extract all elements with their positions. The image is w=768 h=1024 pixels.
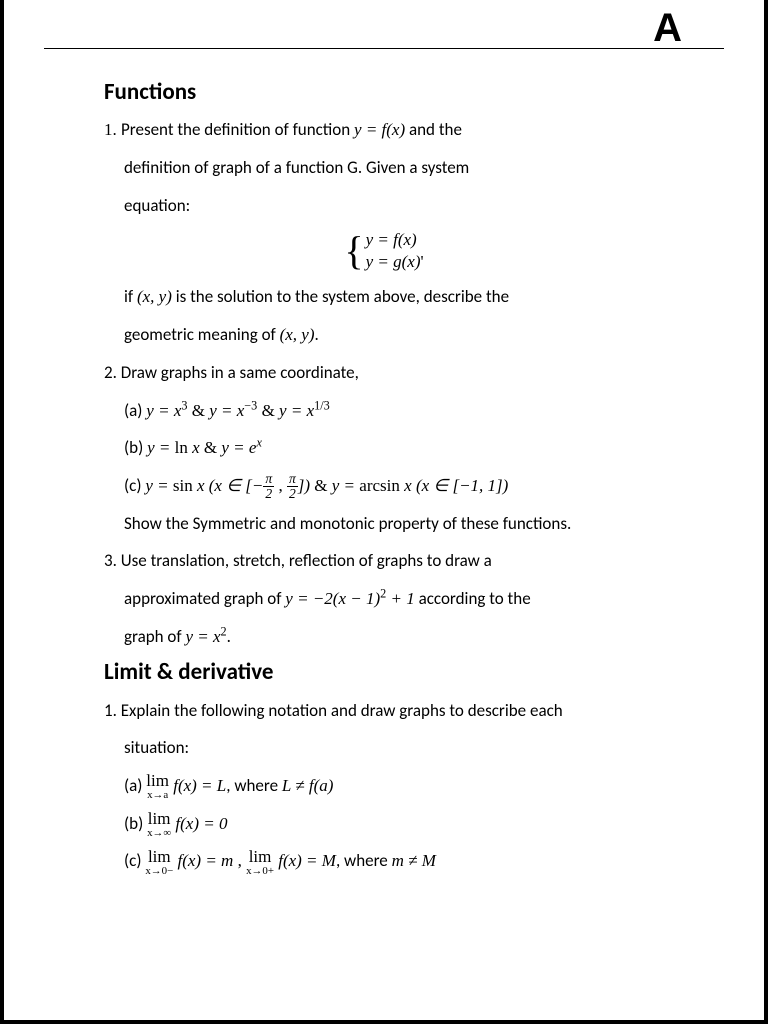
content: Functions 1. Present the definition of f… xyxy=(44,0,724,879)
q3-l2-math: y = −2(x − 1)2 + 1 xyxy=(285,589,414,608)
q2-b: (b) y = ln x & y = ex xyxy=(104,430,664,466)
q2b-m1: y = ln x xyxy=(147,438,200,457)
sys-eq1: y = f(x) xyxy=(366,229,424,251)
limit-q1-intro: 1. Explain the following notation and dr… xyxy=(104,693,664,729)
l1c-comma: , xyxy=(233,851,246,870)
top-rule xyxy=(44,48,724,49)
q2b-pre: (b) xyxy=(124,437,147,458)
q1-line3: equation: xyxy=(104,188,664,224)
q1-text-a: Present the definition of function xyxy=(121,119,354,140)
l1a-cond: L ≠ f(a) xyxy=(282,776,334,795)
q3-l3-math: y = x2 xyxy=(185,627,226,646)
functions-q2: 2. Draw graphs in a same coordinate, xyxy=(104,355,664,391)
l1c-after2: f(x) = M xyxy=(274,851,336,870)
q1-line5: geometric meaning of (x, y). xyxy=(104,317,664,353)
q2a-m3: y = x1/3 xyxy=(279,401,330,420)
l1c-tail: , where xyxy=(336,850,392,871)
l1b-pre: (b) xyxy=(124,813,147,834)
q1-text-b: and the xyxy=(405,119,462,140)
q1-l4-a: if xyxy=(124,286,137,307)
q2a-m2: y = x−3 xyxy=(209,401,257,420)
l1a-tail: , where xyxy=(226,775,282,796)
q1-line2: definition of graph of a function G. Giv… xyxy=(104,150,664,186)
l1a-pre: (a) xyxy=(124,775,146,796)
functions-q3-l3: graph of y = x2. xyxy=(104,619,664,655)
corner-label: A xyxy=(653,6,682,51)
q2c-m1: y = sin x xyxy=(145,476,204,495)
lim-c1: limx→0− xyxy=(145,848,173,877)
page: A Functions 1. Present the definition of… xyxy=(0,0,768,1024)
functions-q3-l1: 3. Use translation, stretch, reflection … xyxy=(104,543,664,579)
q1-math-1: y = f(x) xyxy=(354,120,405,139)
section-title-functions: Functions xyxy=(104,76,664,108)
q2c-paren1: (x ∈ [−π2 , π2]) xyxy=(205,476,311,495)
q3-l3-a: graph of xyxy=(124,626,185,647)
limit-q1-c: (c) limx→0− f(x) = m , limx→0+ f(x) = M,… xyxy=(104,843,664,879)
q2a-amp1: & xyxy=(187,401,209,420)
lim-a: limx→a xyxy=(146,772,169,801)
q1-l5-a: geometric meaning of xyxy=(124,324,280,345)
q2c-paren2: (x ∈ [−1, 1]) xyxy=(412,476,509,495)
q3-l3-b: . xyxy=(227,626,231,647)
brace-icon: { xyxy=(344,231,363,271)
q2a-m1: y = x3 xyxy=(146,401,187,420)
functions-q3-l2: approximated graph of y = −2(x − 1)2 + 1… xyxy=(104,581,664,617)
q3-l2-b: according to the xyxy=(415,588,531,609)
q1-l4-math: (x, y) xyxy=(137,287,172,306)
q2c-amp: & xyxy=(310,476,332,495)
q1-num: 1. xyxy=(104,120,121,139)
q1-l4-b: is the solution to the system above, des… xyxy=(172,286,509,307)
limit-q1-b: (b) limx→∞ f(x) = 0 xyxy=(104,806,664,842)
l1c-after1: f(x) = m xyxy=(173,851,233,870)
q1-l5-math: (x, y) xyxy=(280,325,315,344)
system-equation: { y = f(x) y = g(x)' xyxy=(104,229,664,273)
l1b-after: f(x) = 0 xyxy=(171,814,227,833)
q2b-amp: & xyxy=(200,438,222,457)
section-title-limit: Limit & derivative xyxy=(104,656,664,688)
q2c-m2: y = arcsin x xyxy=(332,476,412,495)
l1c-pre: (c) xyxy=(124,850,145,871)
q2-c: (c) y = sin x (x ∈ [−π2 , π2]) & y = arc… xyxy=(104,468,664,504)
q3-l2-a: approximated graph of xyxy=(124,588,285,609)
sys-eq2: y = g(x)' xyxy=(366,251,424,273)
functions-q1: 1. Present the definition of function y … xyxy=(104,112,664,148)
lim-c2: limx→0+ xyxy=(246,848,274,877)
q2b-m2: y = ex xyxy=(221,438,262,457)
l1c-cond: m ≠ M xyxy=(392,851,436,870)
lim-b: limx→∞ xyxy=(147,810,171,839)
q1-line4: if (x, y) is the solution to the system … xyxy=(104,279,664,315)
q1-l5-b: . xyxy=(315,324,319,345)
q2c-pre: (c) xyxy=(124,475,145,496)
q2a-pre: (a) xyxy=(124,400,146,421)
limit-q1-a: (a) limx→a f(x) = L, where L ≠ f(a) xyxy=(104,768,664,804)
q2-show: Show the Symmetric and monotonic propert… xyxy=(104,506,664,542)
limit-q1-intro2: situation: xyxy=(104,730,664,766)
q2-a: (a) y = x3 & y = x−3 & y = x1/3 xyxy=(104,393,664,429)
q2a-amp2: & xyxy=(257,401,279,420)
l1a-after: f(x) = L xyxy=(169,776,226,795)
